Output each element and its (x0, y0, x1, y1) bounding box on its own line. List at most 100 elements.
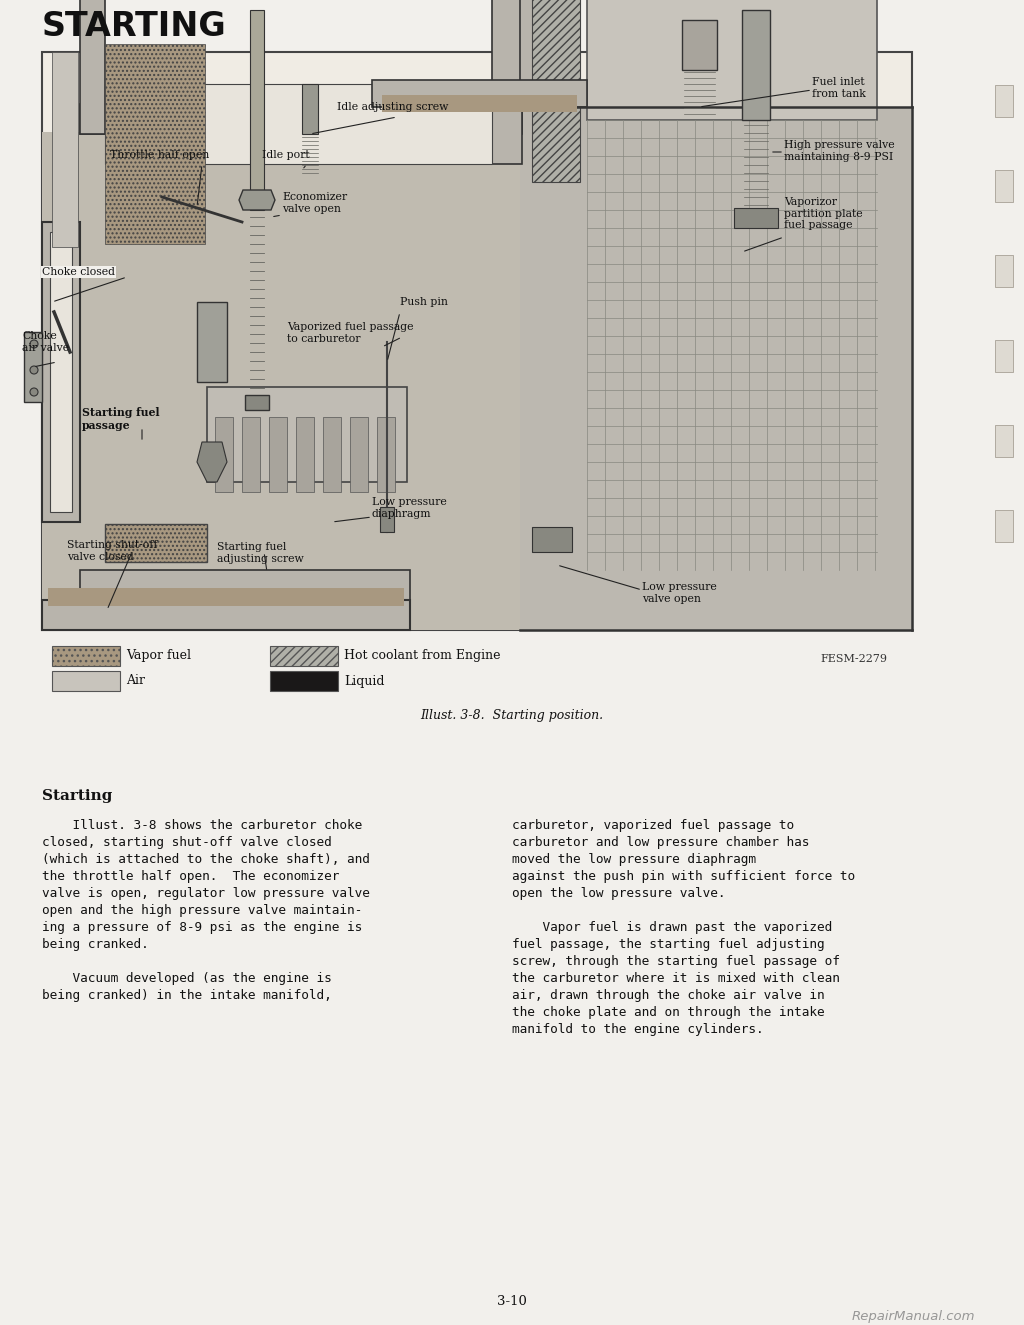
Text: the choke plate and on through the intake: the choke plate and on through the intak… (512, 1006, 824, 1019)
Bar (48, 588, 404, 606)
Text: carburetor, vaporized fuel passage to: carburetor, vaporized fuel passage to (512, 819, 795, 832)
Text: the carburetor where it is mixed with clean: the carburetor where it is mixed with cl… (512, 973, 840, 984)
Polygon shape (239, 189, 275, 209)
Bar (105, 523, 207, 562)
Bar (995, 425, 1013, 457)
Text: Liquid: Liquid (344, 674, 384, 688)
Text: being cranked.: being cranked. (42, 938, 148, 951)
Bar (270, 647, 338, 666)
Polygon shape (24, 333, 42, 401)
Text: being cranked) in the intake manifold,: being cranked) in the intake manifold, (42, 988, 332, 1002)
Text: Starting shut-off
valve closed: Starting shut-off valve closed (67, 541, 158, 562)
Polygon shape (42, 132, 522, 629)
Bar (80, 570, 410, 600)
Text: Illust. 3-8.  Starting position.: Illust. 3-8. Starting position. (421, 709, 603, 722)
Polygon shape (50, 232, 72, 511)
Polygon shape (42, 600, 410, 629)
Text: carburetor and low pressure chamber has: carburetor and low pressure chamber has (512, 836, 809, 849)
Bar (520, 0, 555, 107)
Polygon shape (520, 107, 912, 629)
Bar (532, 0, 580, 182)
Bar (105, 83, 492, 164)
Bar (296, 417, 314, 492)
Text: Fuel inlet
from tank: Fuel inlet from tank (812, 77, 866, 98)
Bar (372, 80, 587, 107)
Bar (742, 11, 770, 121)
Circle shape (30, 341, 38, 348)
Bar (80, 0, 105, 134)
Text: Choke
air valve: Choke air valve (22, 331, 70, 352)
Text: manifold to the engine cylinders.: manifold to the engine cylinders. (512, 1023, 764, 1036)
Bar (250, 11, 264, 209)
Text: moved the low pressure diaphragm: moved the low pressure diaphragm (512, 853, 756, 867)
Text: ing a pressure of 8-9 psi as the engine is: ing a pressure of 8-9 psi as the engine … (42, 921, 362, 934)
Bar (995, 170, 1013, 201)
Bar (350, 417, 368, 492)
Text: Vaporized fuel passage
to carburetor: Vaporized fuel passage to carburetor (287, 322, 414, 343)
Text: the throttle half open.  The economizer: the throttle half open. The economizer (42, 871, 339, 882)
Polygon shape (42, 223, 80, 522)
Text: against the push pin with sufficient force to: against the push pin with sufficient for… (512, 871, 855, 882)
Bar (245, 395, 269, 409)
Bar (52, 647, 120, 666)
Bar (380, 507, 394, 533)
Text: Throttle half open: Throttle half open (110, 150, 209, 160)
Text: Hot coolant from Engine: Hot coolant from Engine (344, 649, 501, 662)
Bar (242, 417, 260, 492)
Text: fuel passage, the starting fuel adjusting: fuel passage, the starting fuel adjustin… (512, 938, 824, 951)
Bar (532, 527, 572, 553)
Text: RepairManual.com: RepairManual.com (852, 1310, 975, 1322)
Bar (302, 83, 318, 134)
Polygon shape (197, 443, 227, 482)
Text: Push pin: Push pin (400, 297, 447, 307)
Bar (197, 302, 227, 382)
Bar (995, 341, 1013, 372)
Bar (377, 417, 395, 492)
Text: Starting fuel
passage: Starting fuel passage (82, 407, 160, 431)
Bar (52, 52, 78, 246)
Text: Low pressure
valve open: Low pressure valve open (642, 582, 717, 604)
Bar (587, 0, 877, 121)
Text: Vapor fuel is drawn past the vaporized: Vapor fuel is drawn past the vaporized (512, 921, 833, 934)
Text: Starting fuel
adjusting screw: Starting fuel adjusting screw (217, 542, 304, 563)
Text: Vapor fuel: Vapor fuel (126, 649, 191, 662)
Bar (270, 670, 338, 692)
Text: open the low pressure valve.: open the low pressure valve. (512, 886, 725, 900)
Text: air, drawn through the choke air valve in: air, drawn through the choke air valve i… (512, 988, 824, 1002)
Bar (682, 20, 717, 70)
Bar (995, 85, 1013, 117)
Bar (492, 0, 522, 164)
Text: Idle port: Idle port (262, 150, 309, 160)
Text: open and the high pressure valve maintain-: open and the high pressure valve maintai… (42, 904, 362, 917)
Bar (80, 103, 522, 134)
Text: Choke closed: Choke closed (42, 268, 115, 277)
Text: closed, starting shut-off valve closed: closed, starting shut-off valve closed (42, 836, 332, 849)
Bar (52, 670, 120, 692)
Text: Vacuum developed (as the engine is: Vacuum developed (as the engine is (42, 973, 332, 984)
Text: FESM-2279: FESM-2279 (820, 655, 887, 664)
Bar (269, 417, 287, 492)
Bar (42, 52, 912, 629)
Text: Low pressure
diaphragm: Low pressure diaphragm (372, 497, 446, 518)
Text: Vaporizor
partition plate
fuel passage: Vaporizor partition plate fuel passage (784, 197, 862, 231)
Text: Illust. 3-8 shows the carburetor choke: Illust. 3-8 shows the carburetor choke (42, 819, 362, 832)
Text: Air: Air (126, 674, 145, 688)
Text: Economizer
valve open: Economizer valve open (282, 192, 347, 213)
Bar (734, 208, 778, 228)
Text: STARTING: STARTING (42, 11, 226, 42)
Bar (215, 417, 233, 492)
Circle shape (30, 366, 38, 374)
Bar (207, 387, 407, 482)
Text: valve is open, regulator low pressure valve: valve is open, regulator low pressure va… (42, 886, 370, 900)
Bar (105, 44, 205, 244)
Bar (995, 510, 1013, 542)
Bar (323, 417, 341, 492)
Text: (which is attached to the choke shaft), and: (which is attached to the choke shaft), … (42, 853, 370, 867)
Text: High pressure valve
maintaining 8-9 PSI: High pressure valve maintaining 8-9 PSI (784, 140, 895, 162)
Text: Idle adjusting screw: Idle adjusting screw (337, 102, 449, 113)
Text: 3-10: 3-10 (497, 1295, 527, 1308)
Bar (382, 95, 577, 113)
Circle shape (30, 388, 38, 396)
Text: Starting: Starting (42, 788, 113, 803)
Text: screw, through the starting fuel passage of: screw, through the starting fuel passage… (512, 955, 840, 969)
